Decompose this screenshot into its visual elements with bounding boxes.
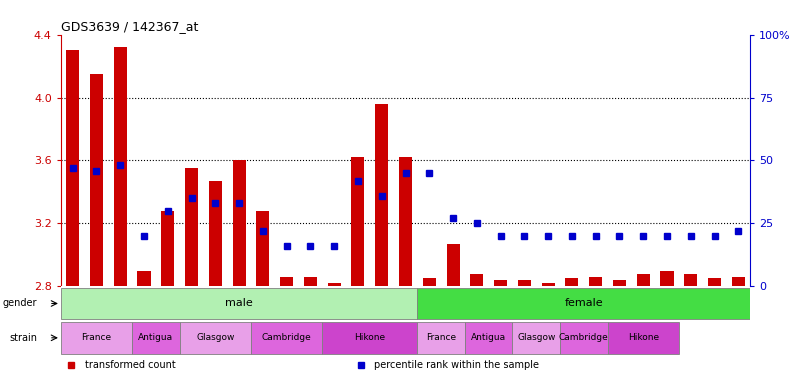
Bar [208,181,222,286]
Bar [637,274,650,286]
Text: female: female [564,298,603,308]
Bar [470,274,483,286]
Text: gender: gender [2,298,37,308]
Bar [465,322,513,354]
Bar [418,288,750,319]
Bar [708,278,721,286]
Bar [418,322,465,354]
Bar [517,280,531,286]
Bar [607,322,679,354]
Bar [513,322,560,354]
Bar [132,322,180,354]
Text: Cambridge: Cambridge [262,333,311,342]
Bar [542,283,555,286]
Bar [328,283,341,286]
Bar [351,157,364,286]
Text: Hikone: Hikone [628,333,659,342]
Text: France: France [426,333,457,342]
Bar [565,278,578,286]
Text: Glasgow: Glasgow [196,333,234,342]
Bar [161,211,174,286]
Bar [304,277,317,286]
Bar [684,274,697,286]
Bar [67,50,79,286]
Bar [660,271,673,286]
Bar [256,211,269,286]
Text: transformed count: transformed count [85,360,176,370]
Bar [180,322,251,354]
Bar [732,277,744,286]
Bar [494,280,507,286]
Text: Cambridge: Cambridge [559,333,608,342]
Text: Antigua: Antigua [139,333,174,342]
Text: strain: strain [9,333,37,343]
Text: male: male [225,298,253,308]
Bar [90,74,103,286]
Text: Hikone: Hikone [354,333,385,342]
Bar [61,322,132,354]
Bar [375,104,388,286]
Bar [423,278,436,286]
Bar [114,47,127,286]
Bar [322,322,418,354]
Text: GDS3639 / 142367_at: GDS3639 / 142367_at [61,20,198,33]
Bar [613,280,626,286]
Bar [233,161,246,286]
Bar [399,157,412,286]
Text: Antigua: Antigua [471,333,506,342]
Bar [589,277,603,286]
Bar [560,322,607,354]
Text: Glasgow: Glasgow [517,333,556,342]
Text: percentile rank within the sample: percentile rank within the sample [375,360,539,370]
Bar [447,244,460,286]
Bar [280,277,294,286]
Bar [185,168,198,286]
Bar [138,271,151,286]
Text: France: France [81,333,112,342]
Bar [251,322,322,354]
Bar [61,288,418,319]
